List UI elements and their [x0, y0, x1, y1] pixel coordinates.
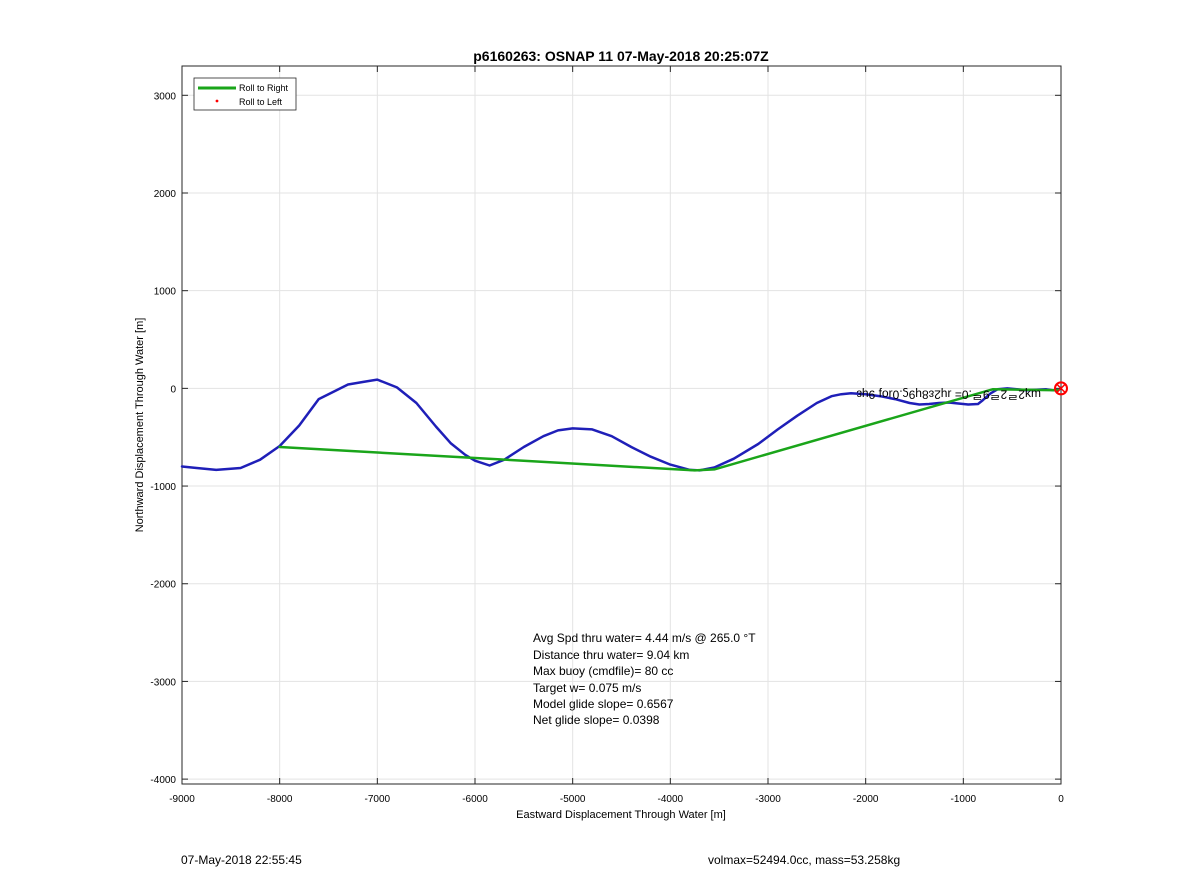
legend-swatch-roll-left	[215, 99, 219, 103]
x-axis-label: Eastward Displacement Through Water [m]	[516, 809, 726, 821]
x-tick-label: -5000	[560, 794, 586, 805]
stat-line-target-w: Target w= 0.075 m/s	[533, 681, 641, 695]
legend-label-roll-left: Roll to Left	[239, 97, 283, 107]
y-tick-label: -1000	[150, 482, 176, 493]
x-tick-label: -6000	[462, 794, 488, 805]
ticks: -9000 -8000 -7000 -6000 -5000 -4000 -3000 -2000…	[150, 66, 1064, 805]
grid	[181, 66, 1062, 784]
origin-marker-cross	[1056, 383, 1066, 393]
x-tick-label: -4000	[658, 794, 684, 805]
x-tick-label: -8000	[267, 794, 293, 805]
x-tick-label: -3000	[755, 794, 781, 805]
x-tick-label: -2000	[853, 794, 879, 805]
y-tick-label: 1000	[154, 287, 177, 298]
stat-line-net-glide: Net glide slope= 0.0398	[533, 713, 660, 727]
x-tick-label: -9000	[169, 794, 195, 805]
x-tick-label: -7000	[365, 794, 391, 805]
stats-annotation: Avg Spd thru water= 4.44 m/s @ 265.0 °T …	[533, 631, 756, 727]
y-tick-label: -4000	[150, 775, 176, 786]
y-tick-label: -3000	[150, 677, 176, 688]
y-tick-label: 3000	[154, 91, 177, 102]
y-tick-label: 2000	[154, 189, 177, 200]
chart-title: p6160263: OSNAP 11 07-May-2018 20:25:07Z	[473, 48, 769, 64]
axes-box	[181, 65, 1062, 785]
stat-line-avg-speed: Avg Spd thru water= 4.44 m/s @ 265.0 °T	[533, 631, 756, 645]
footer-timestamp: 07-May-2018 22:55:45	[181, 853, 302, 867]
legend-box	[193, 77, 297, 111]
origin-marker	[1054, 381, 1068, 396]
series-group	[180, 378, 1060, 472]
stat-line-model-glide: Model glide slope= 0.6567	[533, 697, 674, 711]
legend-label-roll-right: Roll to Right	[239, 83, 289, 93]
y-tick-label: -2000	[150, 580, 176, 591]
legend: Roll to Right Roll to Left	[193, 77, 297, 111]
stat-line-distance: Distance thru water= 9.04 km	[533, 648, 689, 662]
stat-line-max-buoy: Max buoy (cmdfile)= 80 cc	[533, 664, 673, 678]
x-tick-label: -1000	[951, 794, 977, 805]
origin-marker-circle	[1054, 381, 1068, 396]
series-roll-right	[278, 388, 1060, 472]
x-tick-label: 0	[1058, 794, 1064, 805]
footer-vehicle-info: volmax=52494.0cc, mass=53.258kg	[708, 853, 901, 867]
y-axis-label: Northward Displacement Through Water [m]	[134, 318, 146, 533]
y-tick-label: 0	[170, 384, 176, 395]
rotated-annotation: ɯʞ2ᄅ2ᄅ9ᄅ.0= ɹɥ2ɛ8ɥ9ϛ.0ɹoɟ 9ɥɛ	[856, 387, 1041, 401]
